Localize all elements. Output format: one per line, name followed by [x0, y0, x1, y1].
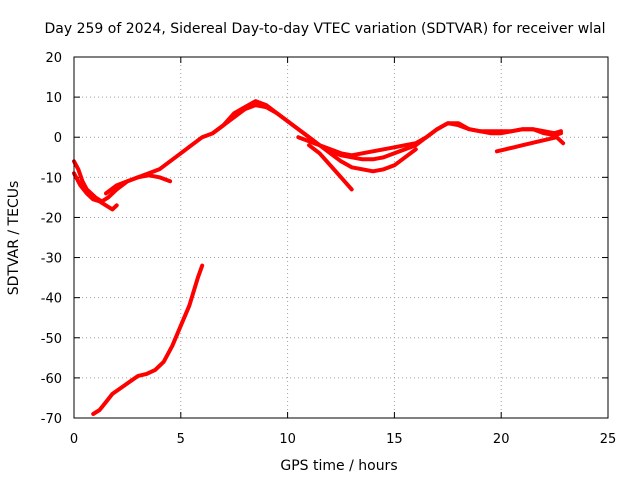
series-layer — [72, 99, 566, 416]
x-tick-label: 15 — [386, 432, 403, 447]
x-tick-label: 20 — [493, 432, 510, 447]
x-tick-labels: 0 5 10 15 20 25 — [70, 432, 616, 447]
series-line-arc-8 — [91, 263, 205, 416]
series-line-arc-7 — [494, 135, 566, 154]
y-tick-label: -40 — [41, 292, 62, 307]
x-tick-label: 25 — [600, 432, 617, 447]
y-tick-label: -50 — [41, 332, 62, 347]
x-tick-label: 0 — [70, 432, 78, 447]
y-tick-label: -20 — [41, 211, 62, 226]
x-tick-label: 10 — [279, 432, 296, 447]
grid-layer — [73, 56, 609, 419]
y-tick-labels: -70 -60 -50 -40 -30 -20 -10 0 10 20 — [41, 51, 62, 427]
series-line-arc-5 — [296, 135, 418, 174]
y-tick-label: -10 — [41, 171, 62, 186]
x-tick-label: 5 — [177, 432, 185, 447]
x-axis-label: GPS time / hours — [280, 458, 397, 474]
y-tick-label: 20 — [45, 51, 62, 66]
y-tick-label: 0 — [54, 131, 62, 146]
y-tick-label: -30 — [41, 252, 62, 267]
y-axis-label: SDTVAR / TECUs — [6, 181, 22, 296]
y-tick-label: -70 — [41, 412, 62, 427]
plot-frame — [73, 56, 609, 419]
y-tick-label: 10 — [45, 91, 62, 106]
series-line-arc-4 — [210, 99, 563, 158]
series-line-arc-2 — [72, 171, 119, 212]
chart-title: Day 259 of 2024, Sidereal Day-to-day VTE… — [44, 21, 605, 37]
series-line-arc-6 — [307, 143, 354, 192]
y-tick-label: -60 — [41, 372, 62, 387]
